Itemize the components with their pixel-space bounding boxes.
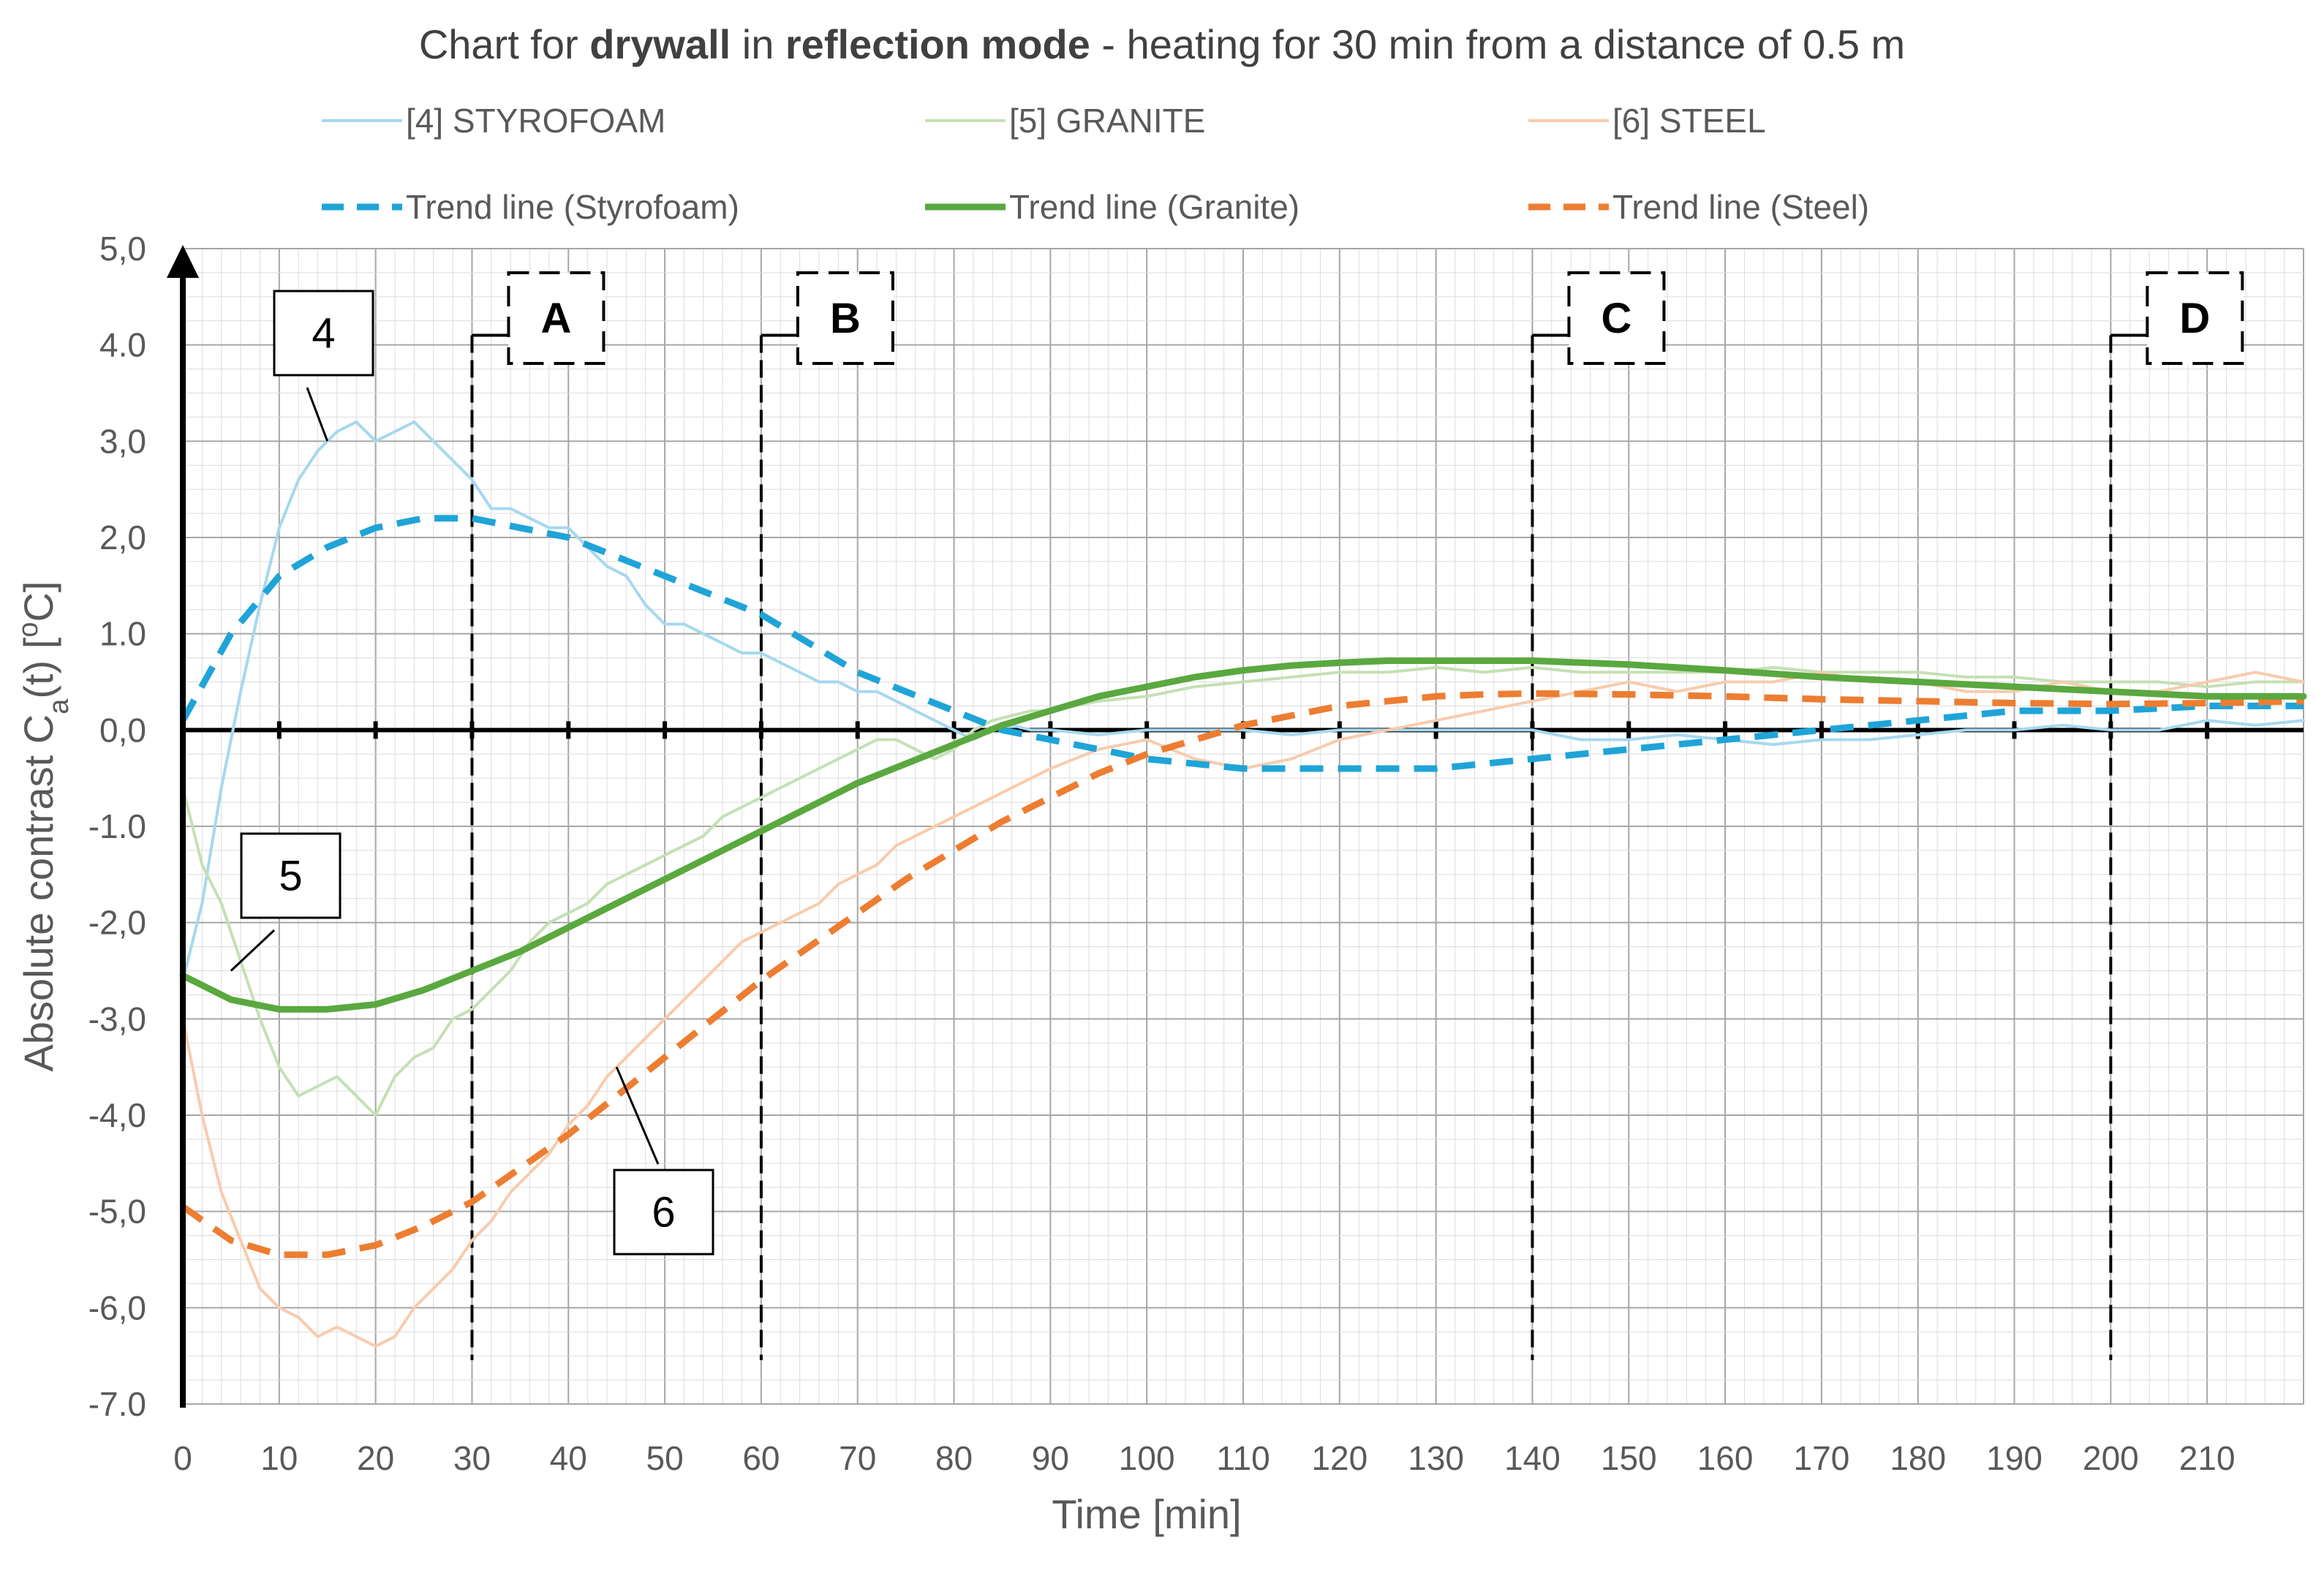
x-tick-label: 90	[1032, 1439, 1069, 1477]
x-tick-label: 0	[173, 1439, 192, 1477]
x-tick-label: 60	[742, 1439, 780, 1477]
phase-marker: C	[1531, 271, 1666, 1360]
callout-label: 4	[312, 310, 335, 358]
callouts: 4 5 6	[230, 290, 714, 1256]
phase-marker: A	[470, 271, 605, 1360]
x-tick-label: 70	[839, 1439, 876, 1477]
callout-box	[613, 1169, 714, 1256]
legend-item: Trend line (Granite)	[925, 188, 1299, 226]
y-tick-label: 4.0	[99, 326, 146, 364]
legend-label: Trend line (Steel)	[1612, 188, 1869, 226]
chart-title: Chart for drywall in reflection mode - h…	[419, 21, 1905, 67]
phase-marker-label: A	[541, 295, 572, 342]
y-tick-label: -5,0	[88, 1193, 146, 1231]
x-tick-label: 30	[453, 1439, 491, 1477]
legend-label: [6] STEEL	[1612, 102, 1766, 140]
x-tick-label: 50	[646, 1439, 684, 1477]
chart-title-part: reflection mode	[785, 21, 1090, 67]
x-tick-label: 130	[1408, 1439, 1464, 1477]
x-tick-labels: 0 10 20 30 40 50 60 70 80 90 100 110 120 130 140 150 160…	[173, 1439, 2235, 1477]
phase-marker-box	[796, 271, 894, 365]
series-layer	[179, 420, 2307, 1348]
x-tick-label: 40	[550, 1439, 587, 1477]
y-axis-arrow	[167, 245, 199, 278]
x-tick-label: 140	[1504, 1439, 1561, 1477]
series-line-3	[180, 515, 2304, 772]
callout-box	[240, 832, 342, 919]
y-tick-label: 1.0	[99, 615, 146, 653]
legend-label: Trend line (Styrofoam)	[406, 188, 739, 226]
y-axis-title-part: Absolute contrast C	[15, 714, 61, 1072]
series-line-4	[179, 657, 2307, 1013]
callout-label: 5	[279, 853, 302, 900]
y-tick-label: -4,0	[88, 1096, 146, 1134]
x-tick-label: 20	[357, 1439, 394, 1477]
x-axis-title: Time [min]	[1052, 1491, 1241, 1537]
y-tick-label: -3,0	[88, 1000, 146, 1038]
phase-marker-box	[507, 271, 605, 365]
x-tick-label: 200	[2083, 1439, 2139, 1477]
x-tick-label: 10	[260, 1439, 298, 1477]
x-tick-label: 180	[1890, 1439, 1946, 1477]
y-tick-label: -6,0	[88, 1288, 146, 1327]
grid	[182, 248, 2304, 1405]
y-tick-label: -1.0	[88, 807, 146, 845]
legend: [4] STYROFOAM [5] GRANITE [6] STEEL Trend l…	[322, 102, 1869, 226]
chart-title-part: Chart for	[419, 21, 589, 67]
x-tick-label: 170	[1794, 1439, 1850, 1477]
legend-label: [5] GRANITE	[1009, 102, 1205, 140]
legend-item: Trend line (Styrofoam)	[322, 188, 739, 226]
y-axis-title-part: a	[44, 698, 75, 714]
y-tick-label: 0,0	[99, 711, 146, 749]
y-tick-label: 2,0	[99, 518, 146, 556]
series-line-2	[181, 671, 2305, 1348]
chart-title-part: drywall	[589, 21, 731, 67]
y-axis-title-part: o	[13, 622, 44, 638]
y-axis	[167, 245, 199, 1408]
x-tick-label: 210	[2179, 1439, 2236, 1477]
x-tick-label: 80	[935, 1439, 973, 1477]
x-tick-label: 120	[1311, 1439, 1367, 1477]
callout: 4	[273, 290, 374, 442]
x-tick-label: 110	[1216, 1439, 1269, 1477]
chart-title-part: - heating for 30 min from a distance of …	[1090, 21, 1905, 67]
x-tick-label: 160	[1697, 1439, 1754, 1477]
callout: 5	[230, 832, 342, 972]
series-line-5	[181, 690, 2304, 1259]
x-tick-label: 190	[1986, 1439, 2042, 1477]
phase-markers: A B C D	[470, 271, 2244, 1360]
phase-marker-box	[2146, 271, 2244, 365]
phase-marker: B	[759, 271, 894, 1360]
callout-box	[273, 290, 374, 377]
phase-marker-label: C	[1601, 295, 1632, 342]
y-tick-label: 3,0	[99, 422, 146, 460]
phase-marker-label: D	[2179, 295, 2210, 342]
x-tick-label: 150	[1601, 1439, 1657, 1477]
legend-item: [5] GRANITE	[925, 102, 1205, 140]
callout-leader	[230, 929, 276, 972]
y-tick-label: -7.0	[88, 1385, 146, 1423]
callout-label: 6	[652, 1189, 675, 1237]
y-axis-title-part: C]	[15, 581, 61, 622]
callout-leader	[306, 387, 329, 442]
y-tick-label: -2,0	[88, 904, 146, 942]
y-axis-title: Absolute contrast Ca(t) [oC]	[13, 581, 75, 1072]
legend-item: Trend line (Steel)	[1528, 188, 1869, 226]
phase-marker: D	[2109, 271, 2244, 1360]
legend-label: Trend line (Granite)	[1009, 188, 1299, 226]
phase-marker-box	[1567, 271, 1666, 365]
y-tick-label: 5,0	[99, 230, 146, 268]
legend-item: [4] STYROFOAM	[322, 102, 665, 140]
chart-title-part: in	[731, 21, 785, 67]
legend-item: [6] STEEL	[1528, 102, 1766, 140]
x-tick-label: 100	[1119, 1439, 1175, 1477]
phase-marker-label: B	[830, 295, 861, 342]
y-tick-labels: 5,0 4.0 3,0 2,0 1.0 0,0 -1.0 -2,0 -3,0 -4,0 -5,0 -6…	[88, 230, 146, 1423]
callout-leader	[615, 1066, 660, 1165]
y-axis-title-part: (t) [	[15, 637, 61, 698]
legend-label: [4] STYROFOAM	[406, 102, 665, 140]
callout: 6	[613, 1066, 714, 1256]
